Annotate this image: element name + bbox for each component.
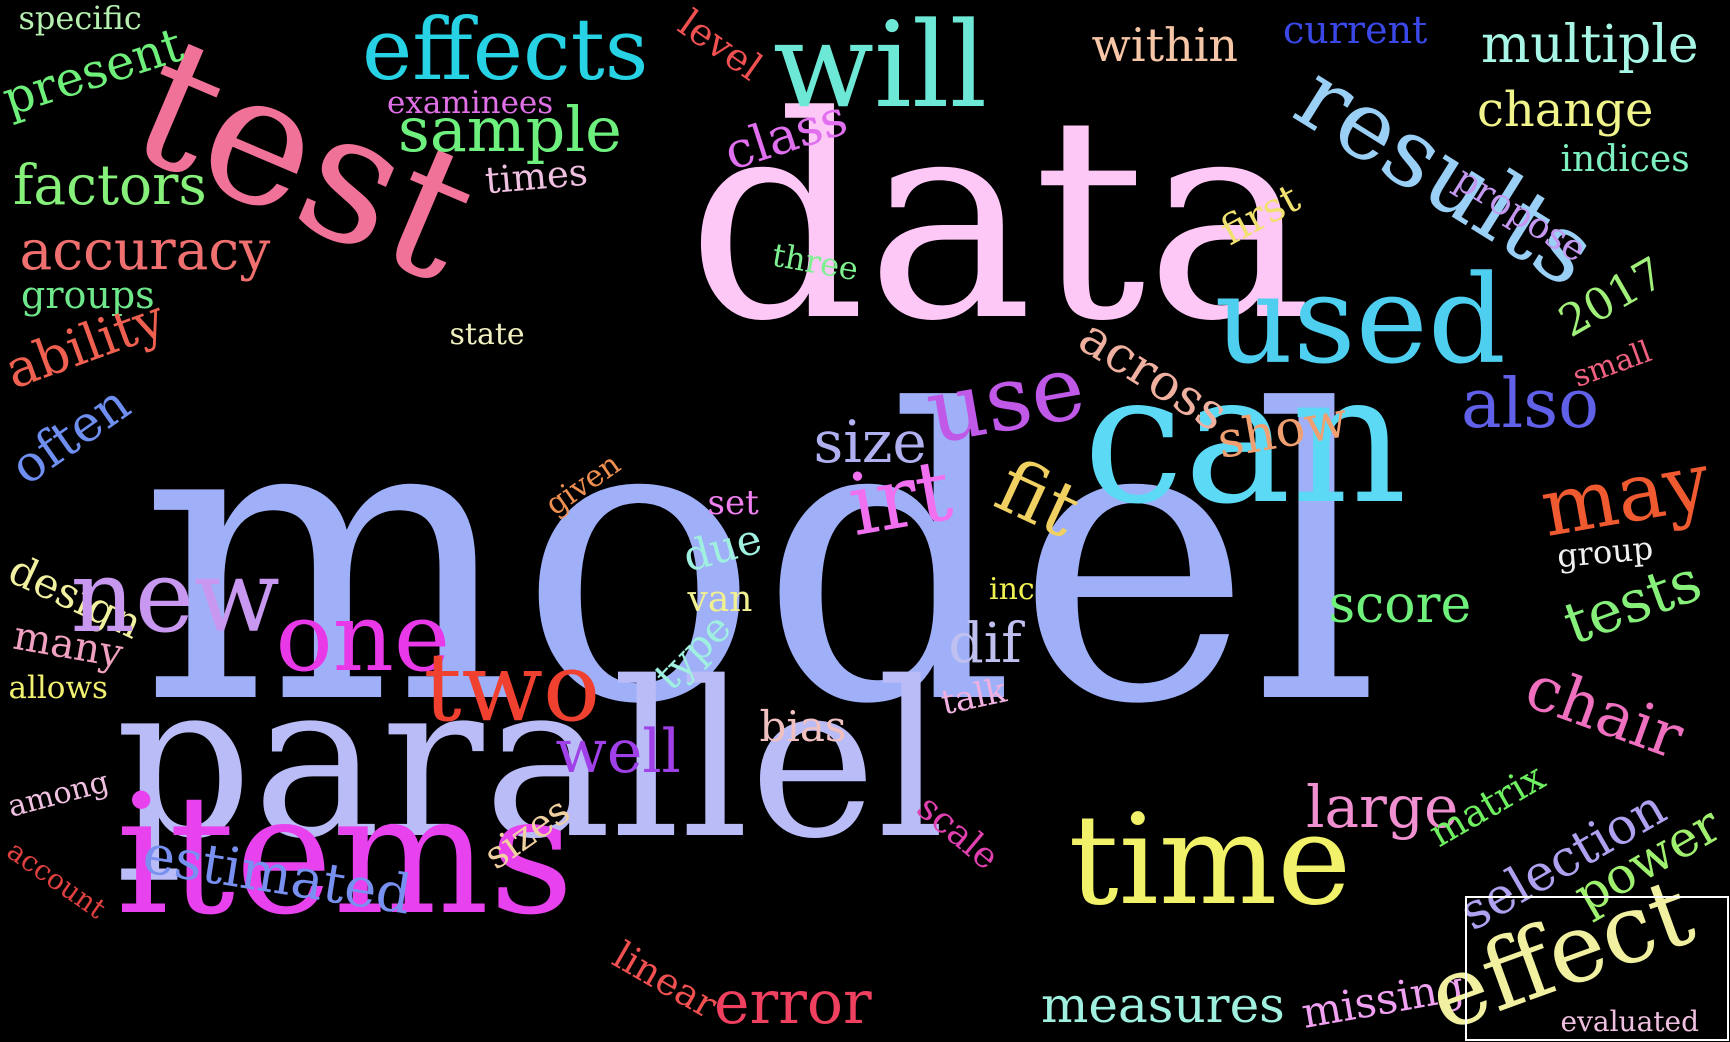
word-account: account bbox=[0, 833, 112, 926]
word-examinees: examinees bbox=[387, 84, 554, 121]
word-matrix: matrix bbox=[1421, 754, 1553, 856]
word-factors: factors bbox=[13, 152, 207, 217]
word-error: error bbox=[714, 968, 872, 1038]
word-model: model bbox=[139, 327, 1381, 792]
word-parallel: parallel bbox=[115, 634, 946, 886]
word-score: score bbox=[1328, 575, 1472, 635]
word-two: two bbox=[423, 632, 601, 743]
word-evaluated: evaluated bbox=[1560, 1005, 1700, 1038]
word-dif: dif bbox=[948, 610, 1022, 675]
word-time: time bbox=[1068, 787, 1352, 933]
word-specific: specific bbox=[18, 0, 142, 37]
word-data: data bbox=[687, 57, 1313, 383]
word-can: can bbox=[1083, 335, 1408, 544]
word-sample: sample bbox=[398, 93, 622, 166]
word-effects: effects bbox=[362, 0, 649, 100]
word-set: set bbox=[707, 483, 759, 523]
word-use: use bbox=[918, 334, 1092, 465]
word-inc: inc bbox=[989, 572, 1035, 607]
word-accuracy: accuracy bbox=[19, 217, 271, 282]
word-items: items bbox=[116, 758, 574, 951]
word-well: well bbox=[555, 717, 681, 787]
word-irt: irt bbox=[841, 440, 959, 556]
word-among: among bbox=[3, 764, 113, 825]
word-size: size bbox=[813, 408, 927, 476]
word-van: van bbox=[687, 579, 753, 620]
word-state: state bbox=[449, 317, 525, 352]
word-one: one bbox=[275, 582, 451, 693]
word-allows: allows bbox=[8, 669, 108, 706]
word-times: times bbox=[482, 150, 589, 202]
word-indices: indices bbox=[1560, 139, 1690, 180]
word-within: within bbox=[1091, 18, 1239, 72]
word-linear: linear bbox=[605, 932, 725, 1028]
word-used: used bbox=[1214, 249, 1506, 391]
word-will: will bbox=[773, 0, 988, 134]
word-bias: bias bbox=[759, 702, 847, 751]
word-current: current bbox=[1283, 8, 1428, 52]
word-groups: groups bbox=[21, 273, 155, 317]
word-multiple: multiple bbox=[1481, 15, 1699, 75]
word-large: large bbox=[1306, 773, 1459, 841]
word-new: new bbox=[70, 538, 280, 655]
word-chair: chair bbox=[1516, 649, 1693, 774]
word-also: also bbox=[1461, 365, 1600, 444]
word-change: change bbox=[1477, 82, 1654, 138]
word-measures: measures bbox=[1041, 976, 1285, 1034]
